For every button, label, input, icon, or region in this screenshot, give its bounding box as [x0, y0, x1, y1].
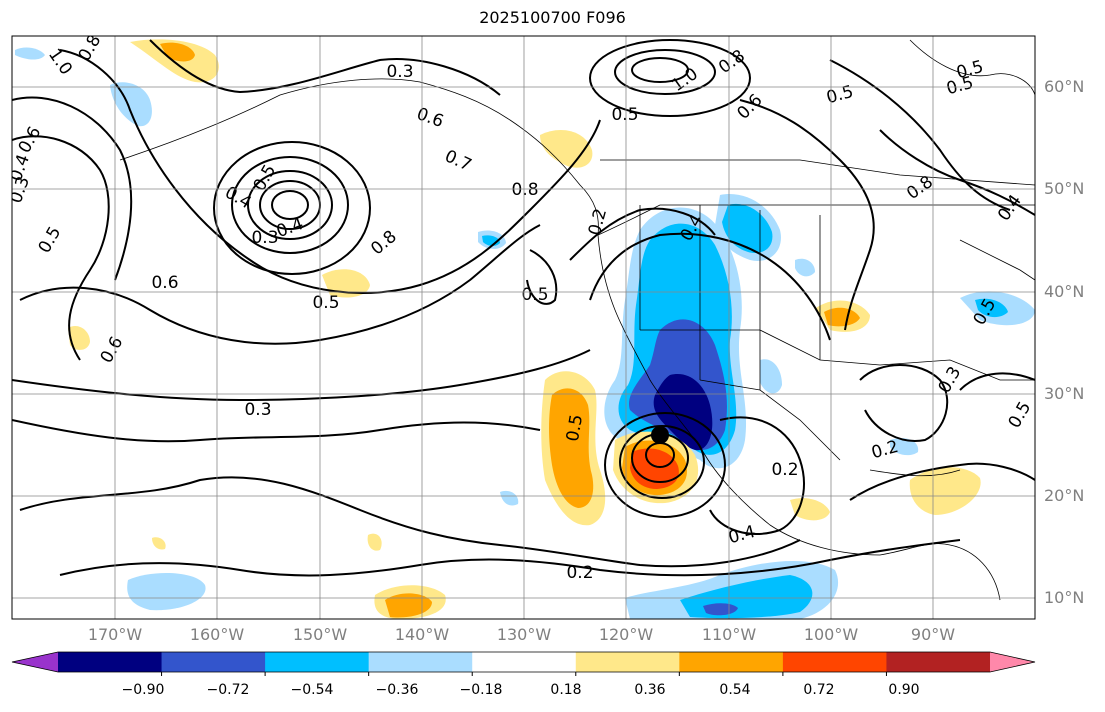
colorbar: [11, 651, 1036, 676]
coastlines: [119, 39, 1035, 601]
lon-label-100w: 100°W: [803, 625, 859, 644]
lon-label-170w: 170°W: [87, 625, 143, 644]
colorbar-tick-label: 0.18: [550, 682, 582, 698]
lon-label-160w: 160°W: [189, 625, 245, 644]
colorbar-segment: [58, 652, 163, 672]
lon-label-140w: 140°W: [394, 625, 450, 644]
colorbar-segment: [161, 652, 266, 672]
colorbar-tick-label: 0.90: [888, 682, 920, 698]
contour-label: 0.5: [312, 293, 339, 313]
storm-center-marker: [651, 426, 669, 444]
map-title: 2025100700 F096: [479, 8, 626, 27]
colorbar-tick-label: −0.54: [290, 682, 334, 698]
colorbar-segment: [679, 652, 784, 672]
colorbar-tick-label: −0.18: [459, 682, 503, 698]
lat-label-30n: 30°N: [1044, 384, 1085, 403]
colorbar-tick-label: 0.36: [634, 682, 666, 698]
colorbar-segment: [265, 652, 370, 672]
graticule: [12, 36, 1035, 619]
colorbar-tick-label: 0.72: [803, 682, 835, 698]
colorbar-tick-label: −0.72: [206, 682, 250, 698]
colorbar-outline: [11, 651, 1036, 673]
map-background: [12, 36, 1035, 619]
colorbar-segment: [472, 652, 577, 672]
contour-label: 0.5: [563, 413, 587, 443]
colorbar-extend-high: [990, 652, 1035, 672]
contour-label: 0.2: [771, 460, 798, 480]
lat-label-40n: 40°N: [1044, 282, 1085, 301]
map-frame: [11, 35, 1036, 620]
lat-label-50n: 50°N: [1044, 179, 1085, 198]
colorbar-extend-low: [12, 652, 58, 672]
colorbar-tick-label: 0.54: [719, 682, 751, 698]
contour-label: 0.5: [521, 285, 548, 305]
lat-label-20n: 20°N: [1044, 486, 1085, 505]
colorbar-tick-label: −0.36: [375, 682, 419, 698]
colorbar-segment: [782, 652, 887, 672]
lon-label-150w: 150°W: [292, 625, 348, 644]
contour-label: 0.2: [566, 563, 593, 583]
contour-label: 0.3: [251, 228, 278, 248]
contour-label: 0.6: [151, 273, 178, 293]
lon-label-130w: 130°W: [496, 625, 552, 644]
contour-label: 0.3: [244, 400, 271, 420]
contour-label: 0.8: [511, 180, 538, 200]
colorbar-segment: [575, 652, 680, 672]
contour-lines: [12, 39, 1035, 577]
colorbar-tick-label: −0.90: [121, 682, 165, 698]
contour-label: 0.5: [611, 105, 638, 125]
lon-label-110w: 110°W: [701, 625, 757, 644]
colorbar-segment: [886, 652, 991, 672]
lat-label-10n: 10°N: [1044, 588, 1085, 607]
colorbar-segment: [368, 652, 473, 672]
lon-label-120w: 120°W: [598, 625, 654, 644]
lon-label-90w: 90°W: [910, 625, 956, 644]
lat-label-60n: 60°N: [1044, 77, 1085, 96]
contour-label: 0.3: [386, 62, 413, 82]
